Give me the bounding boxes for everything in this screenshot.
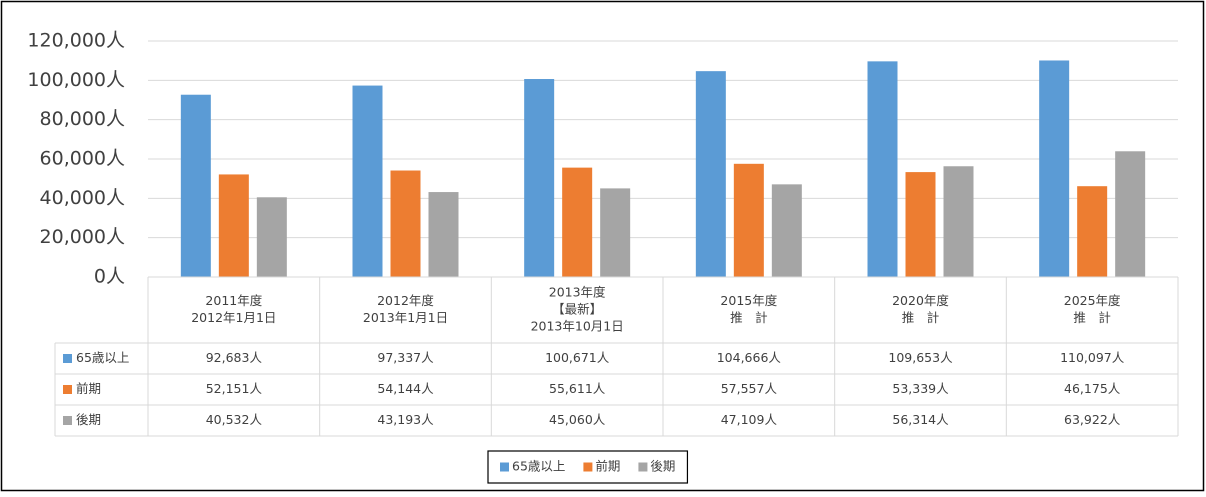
bar xyxy=(905,172,936,277)
bar xyxy=(428,192,459,277)
bar xyxy=(256,197,287,277)
table-value: 47,109人 xyxy=(721,412,778,427)
bar xyxy=(352,85,383,278)
bar xyxy=(524,79,555,277)
table-value: 109,653人 xyxy=(888,350,953,365)
x-tick-label: 2020年度 xyxy=(892,293,949,308)
legend-label: 65歳以上 xyxy=(512,459,565,474)
bar xyxy=(562,167,593,277)
bar xyxy=(1039,60,1070,278)
bar xyxy=(390,170,421,277)
table-legend-key xyxy=(63,354,72,363)
x-tick-label: 2012年1月1日 xyxy=(191,310,276,325)
table-value: 56,314人 xyxy=(892,412,949,427)
table-value: 40,532人 xyxy=(206,412,263,427)
bar xyxy=(733,163,764,277)
x-tick-label: 2012年度 xyxy=(377,293,434,308)
x-tick-label: 【最新】 xyxy=(552,302,602,317)
bar xyxy=(1077,186,1108,277)
legend-key xyxy=(583,462,593,472)
table-value: 53,339人 xyxy=(892,381,949,396)
legend-label: 前期 xyxy=(595,459,620,474)
table-series-name: 後期 xyxy=(76,412,101,427)
bar xyxy=(771,184,802,277)
table-value: 100,671人 xyxy=(545,350,610,365)
bar xyxy=(180,94,211,277)
table-value: 52,151人 xyxy=(206,381,263,396)
table-value: 46,175人 xyxy=(1064,381,1121,396)
table-series-name: 前期 xyxy=(76,381,101,396)
bar xyxy=(1115,151,1146,277)
table-value: 54,144人 xyxy=(377,381,434,396)
x-tick-label: 推 計 xyxy=(730,310,768,325)
table-value: 57,557人 xyxy=(721,381,778,396)
legend-label: 後期 xyxy=(650,459,675,474)
y-tick-label: 0人 xyxy=(94,266,125,288)
y-tick-label: 60,000人 xyxy=(40,148,125,170)
x-tick-label: 2013年1月1日 xyxy=(363,310,448,325)
y-tick-label: 40,000人 xyxy=(40,187,125,209)
y-tick-label: 80,000人 xyxy=(40,108,125,130)
bar xyxy=(218,174,249,277)
y-tick-label: 20,000人 xyxy=(40,226,125,248)
x-tick-label: 推 計 xyxy=(1073,310,1111,325)
bar xyxy=(867,61,898,278)
table-value: 43,193人 xyxy=(377,412,434,427)
x-tick-label: 2013年度 xyxy=(549,285,606,300)
x-tick-label: 2015年度 xyxy=(720,293,777,308)
table-series-name: 65歳以上 xyxy=(76,350,129,365)
legend-key xyxy=(638,462,648,472)
legend-key xyxy=(500,462,509,472)
table-legend-key xyxy=(63,416,72,425)
table-value: 45,060人 xyxy=(549,412,606,427)
table-legend-key xyxy=(63,385,72,394)
bar xyxy=(943,166,974,277)
x-tick-label: 2025年度 xyxy=(1064,293,1121,308)
bar xyxy=(600,188,631,277)
x-tick-label: 推 計 xyxy=(902,310,940,325)
table-value: 55,611人 xyxy=(549,381,606,396)
x-tick-label: 2013年10月1日 xyxy=(531,319,624,334)
bar xyxy=(695,71,726,278)
y-tick-label: 100,000人 xyxy=(27,69,125,91)
y-tick-label: 120,000人 xyxy=(27,30,125,52)
table-value: 97,337人 xyxy=(377,350,434,365)
table-value: 104,666人 xyxy=(717,350,782,365)
x-tick-label: 2011年度 xyxy=(205,293,262,308)
table-value: 110,097人 xyxy=(1060,350,1125,365)
table-value: 92,683人 xyxy=(206,350,263,365)
table-value: 63,922人 xyxy=(1064,412,1121,427)
